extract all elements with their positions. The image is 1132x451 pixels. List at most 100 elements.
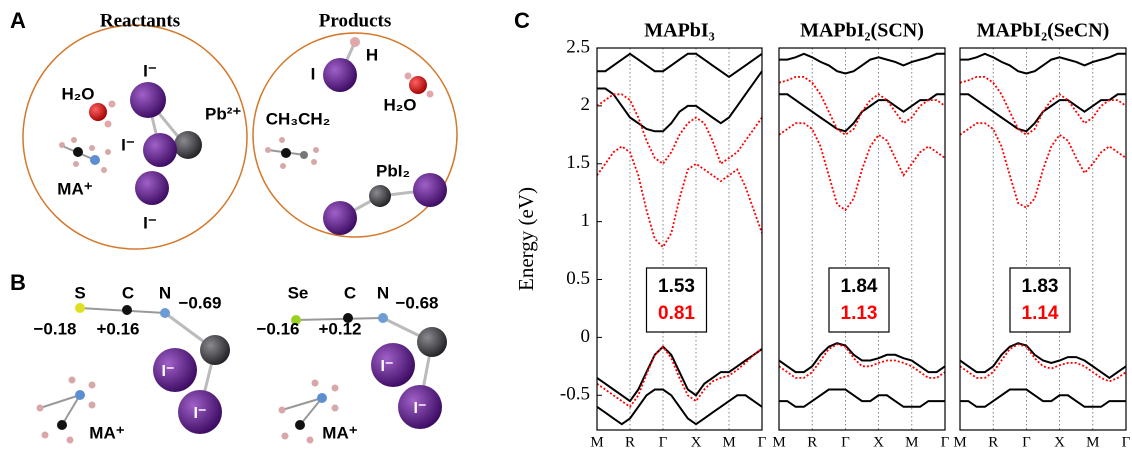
panel-a: Reactants Products H₂O I⁻ Pb²⁺ I⁻ MA⁺ I⁻… [22,10,458,250]
atom [200,335,230,365]
label: I [311,64,316,83]
label: I⁻ [414,400,427,417]
atom [323,58,357,92]
reactants-circle [22,24,248,250]
atom [160,308,170,318]
band-line [960,76,1126,136]
atom [323,201,357,235]
reactants-title: Reactants [100,10,180,31]
products-circle [252,32,458,238]
band-line [597,345,762,403]
atom [398,385,442,429]
y-tick-label: 0 [581,326,591,347]
band-line [597,388,762,426]
gap-label: 1.13 [841,303,878,324]
atom [378,313,388,323]
x-tick-label: Γ [659,434,668,450]
chart-title: MAPbI₃ [644,20,714,42]
gap-label: 1.84 [841,276,878,297]
label: I⁻ [143,213,157,232]
band-line [779,388,945,408]
band-line [960,122,1126,209]
x-tick-label: Γ [841,434,850,450]
band-line [779,52,945,75]
chart-title: MAPbI₂(SeCN) [977,20,1110,42]
x-tick-label: X [691,434,702,450]
label: MA⁺ [89,423,124,442]
atom [178,390,222,434]
atom [371,343,415,387]
atom [409,76,427,94]
atom [343,313,353,323]
band-line [597,70,762,133]
x-tick-label: R [807,434,817,450]
y-tick-label: 1.5 [566,152,590,173]
band-line [597,93,762,166]
label: I⁻ [143,61,157,80]
band-line [597,145,762,249]
label: I⁻ [121,135,135,154]
label: N [377,283,389,302]
x-tick-label: X [873,434,884,450]
panel-label: C [514,8,530,33]
band-line [597,52,762,79]
x-tick-label: X [1054,434,1065,450]
label: N [159,283,171,302]
label: −0.68 [395,293,438,312]
label: H [366,45,378,64]
atom [89,103,107,121]
gap-box [1009,267,1071,333]
y-tick-label: 2 [581,94,591,115]
band-line [779,76,945,136]
band-line [960,343,1126,383]
y-axis-label: Energy (eV) [514,187,538,291]
band-line [960,388,1126,408]
band-line [779,93,945,133]
gap-label: 1.14 [1022,303,1059,324]
atom [135,171,169,205]
x-tick-label: M [590,434,603,450]
label: −0.69 [178,293,221,312]
band-line [960,93,1126,133]
label: Se [288,283,309,302]
x-tick-label: M [772,434,785,450]
label: C [344,283,356,302]
x-tick-label: M [722,434,735,450]
plot-frame [959,47,1127,431]
label: +0.16 [96,319,139,338]
x-tick-label: R [625,434,635,450]
band-line [779,342,945,374]
label: −0.18 [33,319,76,338]
band-line [597,345,762,409]
x-tick-label: M [1086,434,1099,450]
label: H₂O [383,95,416,114]
label: PbI₂ [376,161,410,180]
label: H₂O [61,84,94,103]
label: MA⁺ [322,423,357,442]
panel-label: B [10,270,26,295]
band-line [960,342,1126,380]
chart-title: MAPbI₂(SCN) [800,20,924,42]
atom [417,327,447,357]
atom [369,185,391,207]
products-title: Products [319,10,391,31]
label: I⁻ [162,363,175,380]
label: S [74,283,85,302]
label: C [122,283,134,302]
panel-label: A [10,8,26,33]
plot-frame [596,47,763,431]
atom [291,315,301,325]
x-tick-label: R [988,434,998,450]
band-line [960,52,1126,75]
atom [143,133,177,167]
label: −0.16 [256,319,299,338]
plot-frame [778,47,946,431]
atom [174,131,202,159]
label: Pb²⁺ [205,104,241,123]
x-tick-label: Γ [941,434,950,450]
gap-label: 0.81 [658,303,695,324]
atom [130,82,166,118]
band-line [779,343,945,379]
x-tick-label: Γ [1122,434,1131,450]
label: MA⁺ [57,179,92,198]
